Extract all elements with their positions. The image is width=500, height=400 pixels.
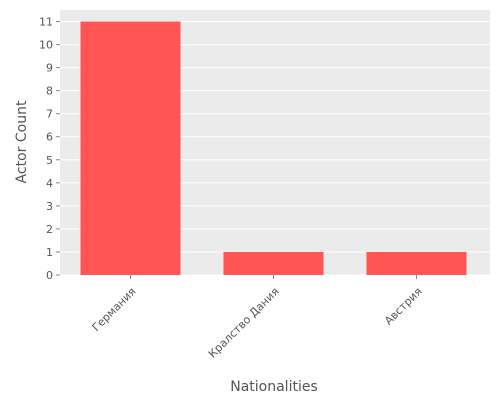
bar bbox=[80, 21, 181, 275]
y-tick-label: 9 bbox=[46, 62, 53, 75]
bars bbox=[80, 21, 467, 275]
bar bbox=[223, 251, 324, 275]
y-tick-label: 1 bbox=[46, 246, 53, 259]
y-tick-label: 8 bbox=[46, 85, 53, 98]
x-tick-label: Австрия bbox=[382, 285, 425, 328]
x-tick-label: Германия bbox=[89, 285, 138, 334]
x-tick-label: Кралство Дания bbox=[206, 285, 282, 361]
y-tick-label: 6 bbox=[46, 131, 53, 144]
y-tick-label: 7 bbox=[46, 108, 53, 121]
bar bbox=[366, 251, 467, 275]
y-tick-label: 4 bbox=[46, 177, 53, 190]
y-tick-label: 3 bbox=[46, 200, 53, 213]
y-tick-label: 5 bbox=[46, 154, 53, 167]
y-tick-label: 0 bbox=[46, 269, 53, 282]
y-tick-label: 11 bbox=[39, 16, 53, 29]
y-axis-title: Actor Count bbox=[14, 100, 30, 183]
y-tick-label: 2 bbox=[46, 223, 53, 236]
x-axis-title: Nationalities bbox=[230, 379, 318, 395]
x-axis-ticks: Германия Кралство Дания Австрия bbox=[89, 275, 425, 361]
y-tick-label: 10 bbox=[39, 39, 53, 52]
y-axis-ticks: 0 1 2 3 4 5 6 7 8 9 10 11 bbox=[39, 16, 60, 282]
